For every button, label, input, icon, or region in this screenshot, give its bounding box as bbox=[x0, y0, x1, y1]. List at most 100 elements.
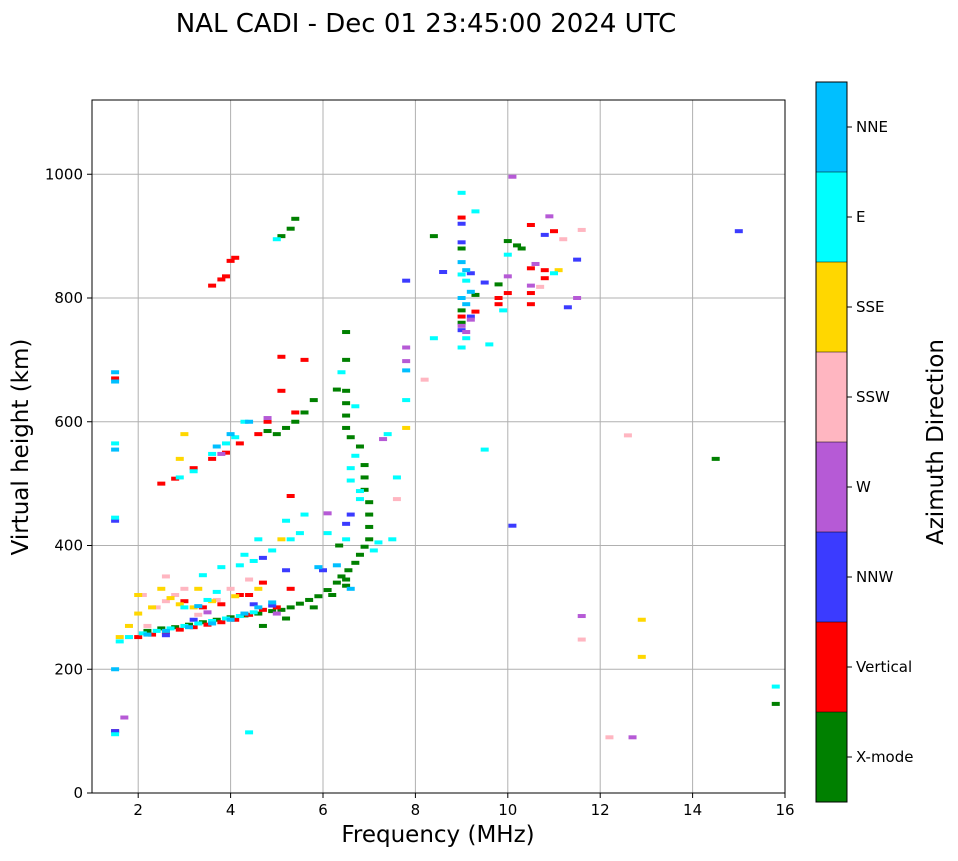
data-point bbox=[337, 370, 346, 375]
y-tick-label: 800 bbox=[54, 289, 83, 307]
colorbar-segment bbox=[816, 82, 847, 172]
data-point bbox=[346, 435, 355, 440]
y-tick-label: 600 bbox=[54, 413, 83, 431]
data-point bbox=[148, 605, 157, 610]
y-tick-label: 400 bbox=[54, 537, 83, 555]
data-point bbox=[180, 623, 189, 628]
data-point bbox=[503, 291, 512, 296]
data-point bbox=[185, 625, 194, 630]
data-point bbox=[161, 633, 170, 638]
data-point bbox=[148, 632, 157, 637]
data-point bbox=[254, 432, 263, 437]
data-point bbox=[175, 456, 184, 461]
data-point bbox=[526, 302, 535, 307]
data-point bbox=[226, 432, 235, 437]
data-point bbox=[577, 637, 586, 642]
data-point bbox=[328, 593, 337, 597]
data-point bbox=[323, 588, 332, 593]
data-point bbox=[550, 271, 558, 276]
data-point bbox=[282, 616, 291, 621]
data-point bbox=[245, 593, 254, 597]
data-point bbox=[374, 540, 383, 545]
data-point bbox=[111, 732, 120, 737]
data-point bbox=[226, 258, 235, 263]
data-point bbox=[402, 359, 411, 364]
data-point bbox=[263, 419, 272, 424]
data-point bbox=[457, 221, 466, 226]
colorbar-tick-label: E bbox=[856, 208, 865, 226]
data-point bbox=[240, 419, 249, 424]
data-point bbox=[360, 463, 369, 468]
data-point bbox=[466, 289, 475, 294]
data-point bbox=[189, 625, 198, 630]
data-points bbox=[111, 174, 780, 740]
data-point bbox=[286, 586, 295, 591]
data-point bbox=[342, 425, 351, 430]
data-point bbox=[226, 615, 235, 620]
colorbar-segment bbox=[816, 622, 847, 712]
data-point bbox=[111, 376, 120, 381]
data-point bbox=[143, 628, 152, 633]
data-point bbox=[300, 512, 309, 517]
data-point bbox=[295, 601, 304, 606]
data-point bbox=[351, 453, 360, 458]
data-point bbox=[462, 330, 471, 335]
data-point bbox=[508, 174, 517, 179]
colorbar-tick-label: Vertical bbox=[856, 658, 912, 676]
data-point bbox=[157, 586, 166, 591]
data-point bbox=[277, 354, 286, 359]
y-axis-ticks: 0 200 400 600 800 1000 bbox=[45, 165, 92, 802]
data-point bbox=[189, 469, 198, 474]
data-point bbox=[138, 631, 147, 636]
data-point bbox=[111, 441, 120, 446]
data-point bbox=[457, 296, 466, 300]
data-point bbox=[637, 617, 646, 622]
data-point bbox=[161, 574, 170, 579]
data-point bbox=[245, 730, 254, 735]
data-point bbox=[249, 610, 258, 615]
data-point bbox=[388, 537, 397, 542]
data-point bbox=[231, 435, 240, 440]
data-point bbox=[277, 234, 286, 239]
data-point bbox=[383, 432, 392, 437]
data-point bbox=[198, 573, 207, 578]
data-point bbox=[360, 544, 369, 549]
data-point bbox=[180, 605, 189, 610]
data-point bbox=[346, 466, 355, 471]
data-point bbox=[536, 284, 545, 289]
data-point bbox=[457, 323, 466, 328]
data-point bbox=[175, 475, 184, 480]
data-point bbox=[457, 308, 466, 313]
data-point bbox=[499, 308, 508, 313]
data-point bbox=[471, 209, 480, 214]
data-point bbox=[208, 283, 217, 288]
chart-title: NAL CADI - Dec 01 23:45:00 2024 UTC bbox=[176, 9, 676, 39]
data-point bbox=[531, 261, 540, 266]
data-point bbox=[365, 537, 374, 542]
data-point bbox=[480, 280, 489, 285]
data-point bbox=[550, 229, 558, 234]
colorbar-segment bbox=[816, 172, 847, 262]
data-point bbox=[526, 291, 535, 296]
data-point bbox=[439, 270, 448, 275]
data-point bbox=[235, 614, 244, 619]
data-point bbox=[305, 597, 314, 602]
data-point bbox=[268, 548, 277, 553]
data-point bbox=[194, 621, 203, 626]
y-tick-label: 0 bbox=[73, 784, 83, 802]
data-point bbox=[457, 260, 466, 265]
data-point bbox=[282, 568, 291, 573]
data-point bbox=[157, 626, 166, 631]
data-point bbox=[291, 216, 300, 221]
data-point bbox=[120, 715, 129, 720]
data-point bbox=[457, 328, 466, 333]
data-point bbox=[272, 605, 281, 610]
data-point bbox=[300, 410, 309, 415]
data-point bbox=[217, 620, 226, 625]
data-point bbox=[545, 214, 554, 219]
data-point bbox=[282, 518, 291, 523]
x-tick-label: 10 bbox=[498, 801, 517, 819]
data-point bbox=[240, 611, 249, 616]
data-point bbox=[628, 735, 637, 740]
data-point bbox=[161, 599, 170, 604]
